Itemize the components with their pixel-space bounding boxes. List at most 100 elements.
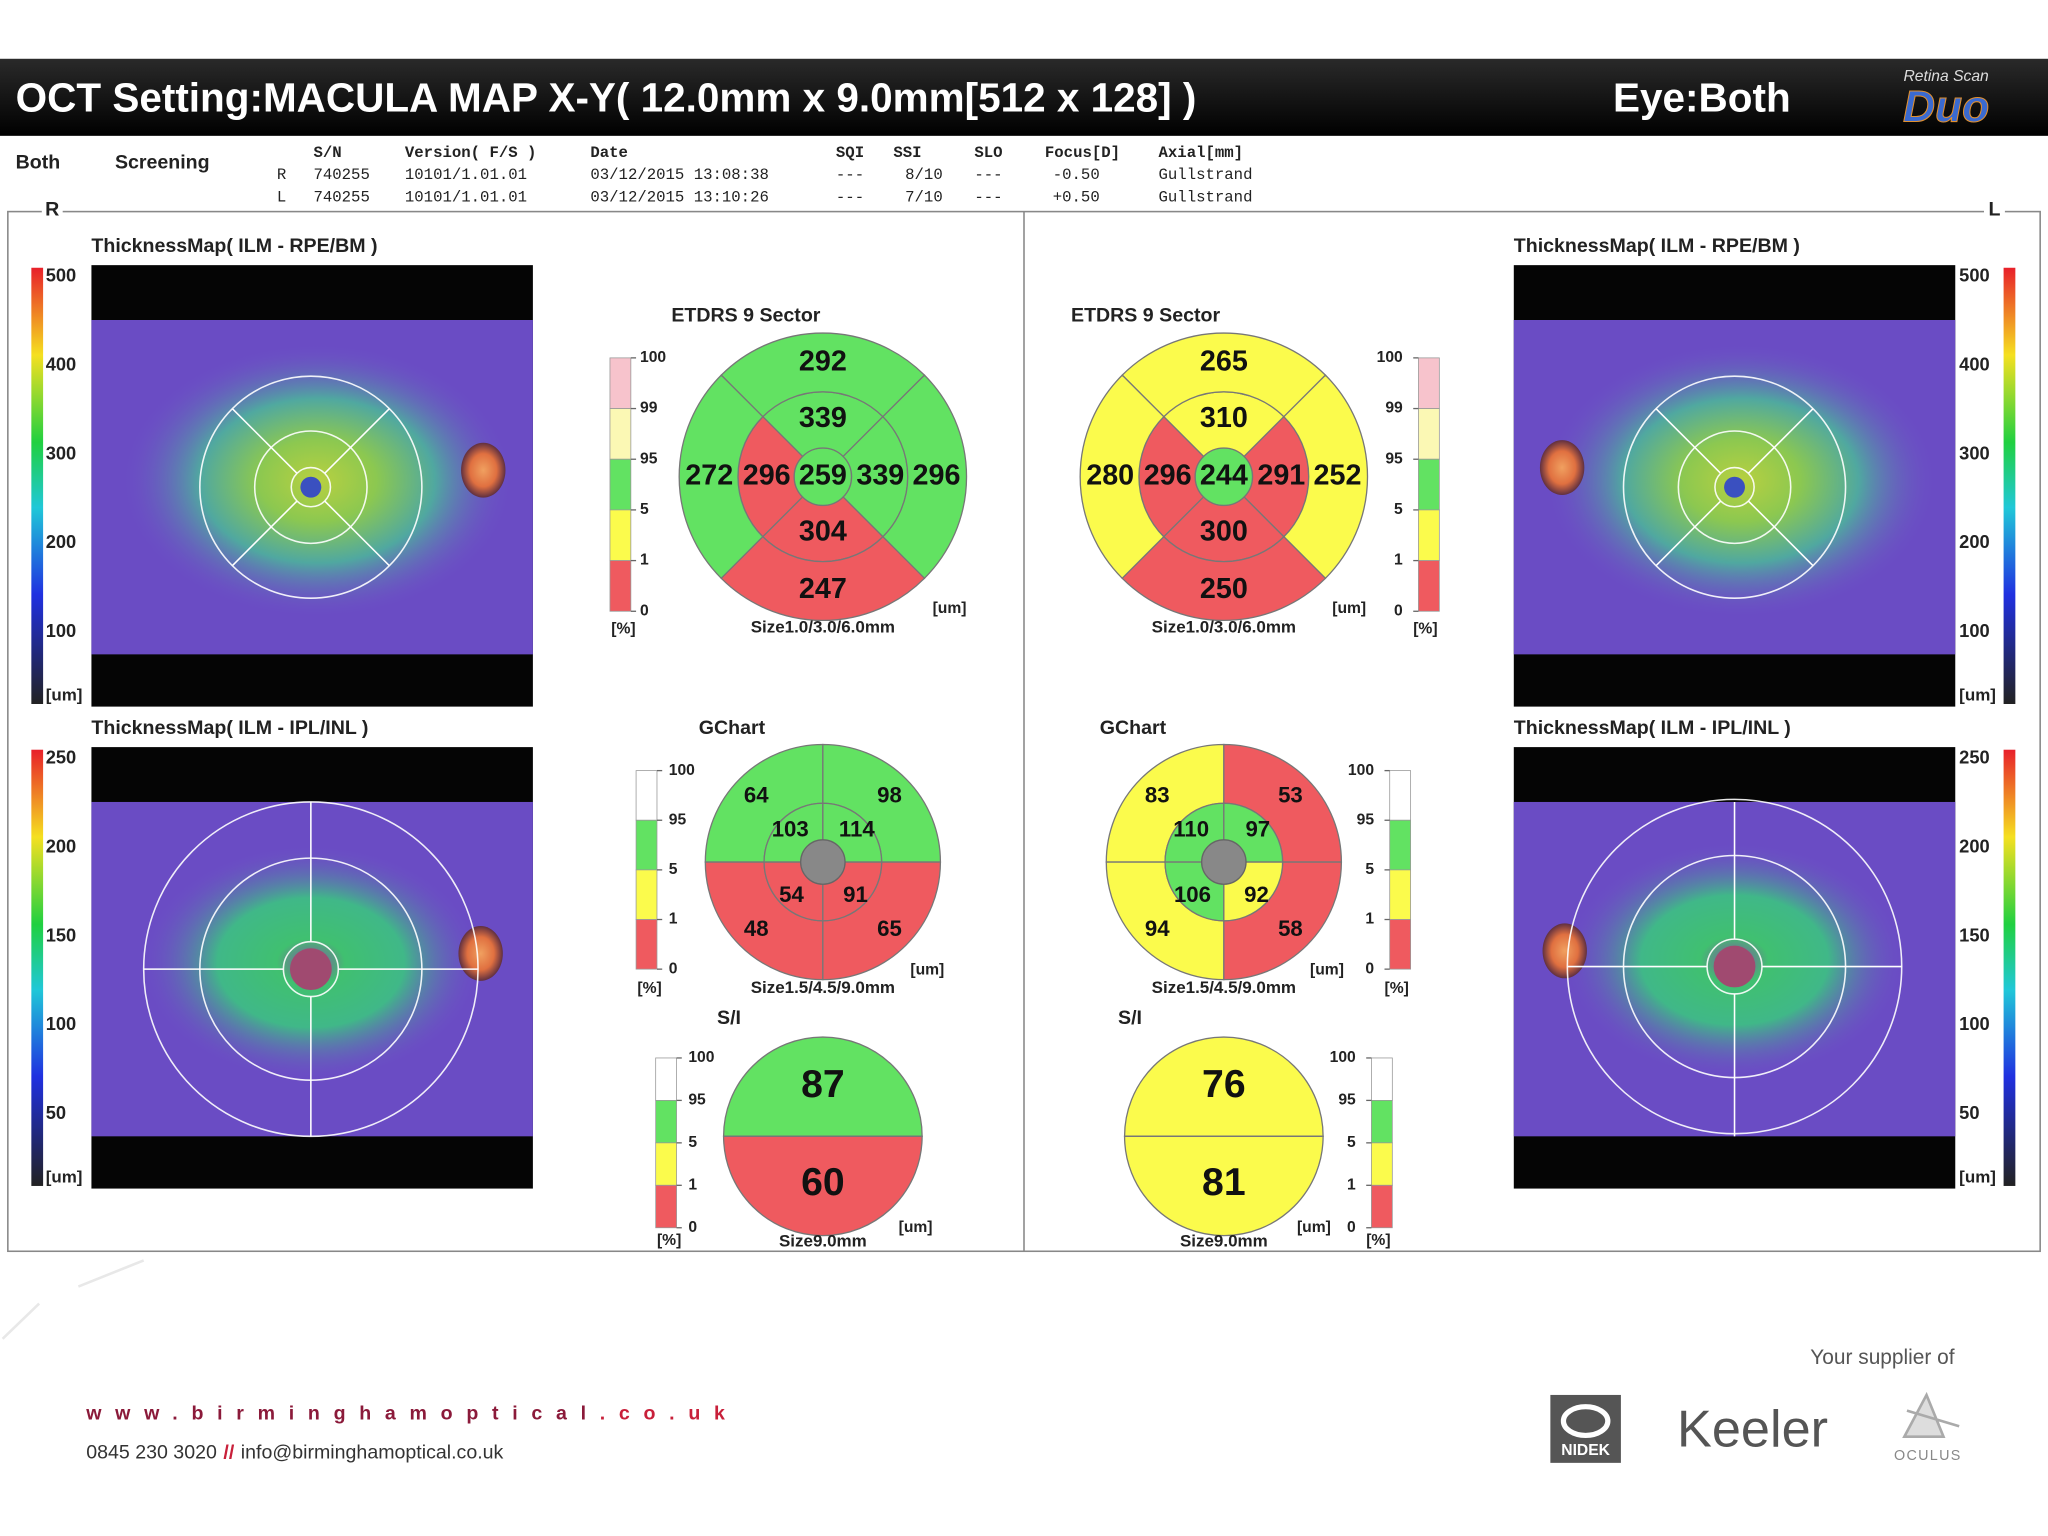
sector	[722, 1135, 923, 1237]
info-column-header: SSI	[893, 144, 921, 162]
legend-tick-label: 100	[688, 1049, 714, 1066]
legend-tick-label: 5	[1394, 501, 1403, 518]
scan-type: Screening	[115, 151, 210, 173]
color-scale	[2003, 267, 2016, 704]
info-cell: -0.50	[1053, 166, 1100, 184]
scale-label: 100	[46, 620, 76, 641]
chart-title: ETDRS 9 Sector	[1071, 304, 1220, 326]
brand-nidek: NIDEK	[1561, 1442, 1610, 1459]
sector-value: 106	[1174, 882, 1211, 907]
legend-swatch	[1389, 819, 1412, 871]
legend-tick-label: 95	[1385, 450, 1403, 467]
side-label-bg	[1984, 198, 2005, 223]
sector-value: 265	[1200, 346, 1248, 378]
sector	[1282, 374, 1369, 580]
nidek-logo-eye	[1560, 1404, 1611, 1439]
grid-line	[1747, 500, 1814, 567]
header-bar	[0, 58, 2048, 136]
scale-label: 500	[46, 265, 76, 286]
legend-swatch	[655, 1184, 677, 1229]
legend-unit: [%]	[637, 980, 661, 997]
sector-value: 339	[856, 459, 904, 491]
info-cell: R	[277, 166, 286, 184]
legend-swatch	[635, 869, 658, 920]
scale-label: 400	[1959, 354, 1989, 375]
scale-label: 300	[46, 442, 76, 463]
sector-value: 48	[744, 916, 769, 941]
legend-swatch	[609, 408, 632, 460]
sector	[1121, 332, 1327, 418]
scale-label: 50	[46, 1102, 66, 1123]
sector-value: 339	[799, 402, 847, 434]
legend-tick-label: 100	[1348, 762, 1374, 779]
sector-value: 91	[843, 882, 868, 907]
sector-value: 272	[685, 459, 733, 491]
info-cell: ---	[836, 166, 864, 184]
legend-swatch	[1418, 357, 1440, 409]
legend-unit: [%]	[611, 621, 635, 638]
legend-tick-label: 99	[1385, 400, 1403, 417]
info-column-header: Axial[mm]	[1159, 144, 1244, 162]
legend-unit: [%]	[1413, 621, 1437, 638]
info-cell: 740255	[313, 188, 369, 206]
sector-value: 110	[1173, 817, 1209, 842]
legend-tick-label: 1	[688, 1176, 697, 1193]
scale-label: 300	[1959, 442, 1989, 463]
sector-value: 250	[1200, 573, 1248, 605]
legend-swatch	[609, 560, 632, 612]
legend-tick-label: 100	[669, 762, 695, 779]
scale-label: 200	[1959, 836, 1989, 857]
legend-swatch	[1418, 560, 1440, 612]
sector	[1123, 1135, 1324, 1237]
chart-unit: [um]	[899, 1219, 933, 1236]
grid-circle	[199, 375, 423, 599]
info-cell: 7/10	[905, 188, 943, 206]
legend-swatch	[1389, 919, 1412, 970]
info-cell: L	[277, 188, 286, 206]
scale-unit: [um]	[1959, 1168, 1996, 1187]
legend-tick-label: 1	[669, 911, 678, 928]
sector	[720, 535, 926, 621]
scale-label: 50	[1959, 1102, 1979, 1123]
website: www.birminghamoptical.co.uk	[85, 1403, 738, 1425]
info-cell: 740255	[313, 166, 369, 184]
legend-swatch	[1418, 408, 1440, 460]
scale-label: 200	[46, 531, 76, 552]
legend-tick-label: 95	[1338, 1092, 1356, 1109]
legend-tick-label: 0	[1347, 1219, 1356, 1236]
sector-value: 247	[799, 573, 847, 605]
legend-tick-label: 100	[640, 349, 666, 366]
chart-unit: [um]	[933, 600, 967, 617]
legend-tick-label: 1	[640, 552, 649, 569]
legend-swatch	[655, 1057, 677, 1101]
color-scale	[31, 749, 44, 1186]
sector	[1121, 535, 1327, 621]
scale-label: 500	[1959, 265, 1989, 286]
legend-tick-label: 0	[1394, 602, 1403, 619]
grid-line	[231, 500, 298, 567]
chart-unit: [um]	[910, 962, 944, 979]
scale-label: 100	[1959, 620, 1989, 641]
legend-swatch	[635, 919, 658, 970]
legend-unit: [%]	[657, 1232, 681, 1249]
info-cell: 03/12/2015 13:08:38	[590, 166, 769, 184]
legend-tick-label: 1	[1365, 911, 1374, 928]
scale-unit: [um]	[1959, 686, 1996, 705]
chart-size: Size1.5/4.5/9.0mm	[1152, 978, 1296, 997]
separator: //	[223, 1442, 234, 1464]
legend-tick-label: 99	[640, 400, 658, 417]
scale-label: 400	[46, 354, 76, 375]
legend-tick-label: 0	[1365, 960, 1374, 977]
optic-disc	[458, 926, 503, 981]
info-cell: 8/10	[905, 166, 943, 184]
center-marker	[1200, 839, 1247, 885]
sector-value: 58	[1278, 916, 1303, 941]
map-title: ThicknessMap( ILM - RPE/BM )	[91, 235, 377, 257]
legend-tick-label: 5	[1347, 1134, 1356, 1151]
sector-value: 291	[1257, 459, 1305, 491]
legend-tick-label: 0	[688, 1219, 697, 1236]
info-cell: ---	[836, 188, 864, 206]
legend-tick-label: 95	[688, 1092, 706, 1109]
sector-value: 296	[1144, 459, 1192, 491]
legend-swatch	[1371, 1142, 1393, 1186]
